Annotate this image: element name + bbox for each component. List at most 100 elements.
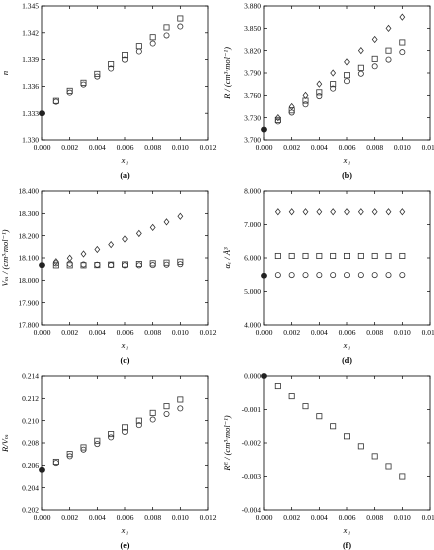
data-point-circle [274,272,281,279]
data-point-square [80,444,87,451]
data-point-diamond [344,58,350,66]
data-point-circle [302,272,309,279]
x-tick-label: 0.002 [61,143,78,152]
data-point-square [371,55,378,62]
y-tick-label: 5.000 [244,287,261,296]
data-point-diamond [274,208,281,216]
x-tick-label: 0.002 [283,328,300,337]
data-point-diamond [177,212,184,220]
data-point-diamond [385,208,392,216]
data-point-square [357,252,364,259]
x-tick-label: 0.008 [144,328,161,337]
data-point-square [330,81,337,88]
data-point-diamond [316,80,323,88]
data-point-square [385,463,392,470]
y-tick-label: 4.000 [244,321,261,330]
x-tick-label: 0.010 [172,513,189,522]
x-tick-label: 0.012 [200,143,217,152]
data-point-filled-circle [39,466,45,473]
data-point-circle [316,272,323,279]
y-tick-label: 0.202 [22,506,39,515]
data-point-circle [80,81,87,88]
y-axis-label: Vₘ / (cm³·mol⁻¹) [0,229,10,286]
x-tick-label: 0.000 [256,328,273,337]
data-point-square [330,423,337,430]
x-tick-label: 0.008 [366,513,383,522]
data-point-square [343,252,350,259]
panel-d: 0.000 0.002 0.004 0.006 0.008 0.010 0.012 4.000… [222,187,434,365]
data-point-square [343,433,350,440]
y-tick-label: 0.210 [22,416,39,425]
x-tick-label: 0.010 [394,513,411,522]
data-point-circle [385,272,392,279]
data-point-circle [385,56,392,63]
data-point-square [66,451,73,458]
data-point-diamond [80,250,87,258]
data-point-circle [94,73,101,80]
x-axis-label: x₁ [121,155,129,165]
data-point-square [94,262,101,269]
data-point-diamond [274,114,281,122]
y-tick-label: 0.000 [244,372,261,381]
panel-a: 0.000 0.002 0.004 0.006 0.008 0.010 0.012 1.330… [0,2,217,180]
data-point-square [108,431,115,438]
y-axis-label: αₑ / Å³ [222,247,232,268]
x-tick-label: 0.004 [89,513,106,522]
y-tick-label: 0.204 [22,483,39,492]
x-tick-label: 0.000 [34,328,51,337]
data-point-square [385,252,392,259]
data-point-diamond [371,35,378,44]
x-tick-label: 0.006 [117,328,134,337]
panel-f: 0.000 0.002 0.004 0.006 0.008 0.010 0.012 0.000… [222,372,434,550]
data-point-diamond [288,102,295,111]
x-tick-label: 0.010 [394,328,411,337]
x-tick-label: 0.000 [256,143,273,152]
y-tick-label: 17.900 [18,298,39,307]
x-tick-label: 0.010 [394,143,411,152]
data-point-square [343,72,350,79]
x-tick-label: 0.006 [117,513,134,522]
panel-b: 0.000 0.002 0.004 0.006 0.008 0.010 0.012 3.700… [222,2,434,180]
data-point-circle [288,109,295,116]
data-point-square [135,43,142,50]
y-tick-label: 18.300 [18,209,39,218]
data-point-square [357,64,364,71]
data-point-circle [163,32,170,39]
x-tick-label: 0.004 [311,143,328,152]
y-tick-label: 1.342 [22,28,39,37]
data-point-circle [357,70,364,77]
data-point-square [302,252,309,259]
x-tick-label: 0.008 [366,328,383,337]
data-point-square [66,87,73,94]
y-tick-label: 3.730 [244,113,261,122]
data-point-square [288,252,295,259]
data-point-square [135,417,142,424]
y-tick-label: 0.208 [22,439,39,448]
data-point-square [177,396,184,403]
data-point-square [399,39,406,46]
panel-label: (c) [121,356,130,365]
data-point-diamond [135,229,142,238]
x-tick-label: 0.006 [339,143,356,152]
y-axis-label: R/Vₘ [0,434,10,453]
x-tick-label: 0.002 [283,513,300,522]
data-point-diamond [357,47,364,55]
data-point-square [274,383,281,390]
data-point-diamond [316,208,323,216]
data-point-circle [122,56,129,63]
x-axis-label: x₁ [343,340,351,350]
data-point-square [177,15,184,22]
data-point-diamond [66,254,73,262]
y-tick-label: -0.004 [242,506,262,515]
y-tick-label: 18.000 [18,276,39,285]
x-tick-label: 0.010 [172,328,189,337]
x-tick-label: 0.012 [422,328,434,337]
data-point-circle [274,118,281,125]
data-point-circle [177,405,184,412]
data-point-diamond [149,223,156,232]
y-tick-label: 3.880 [244,2,261,11]
y-tick-label: 1.333 [22,109,39,118]
panel-label: (f) [343,541,351,550]
data-point-square [357,443,364,450]
data-point-square [330,252,337,259]
